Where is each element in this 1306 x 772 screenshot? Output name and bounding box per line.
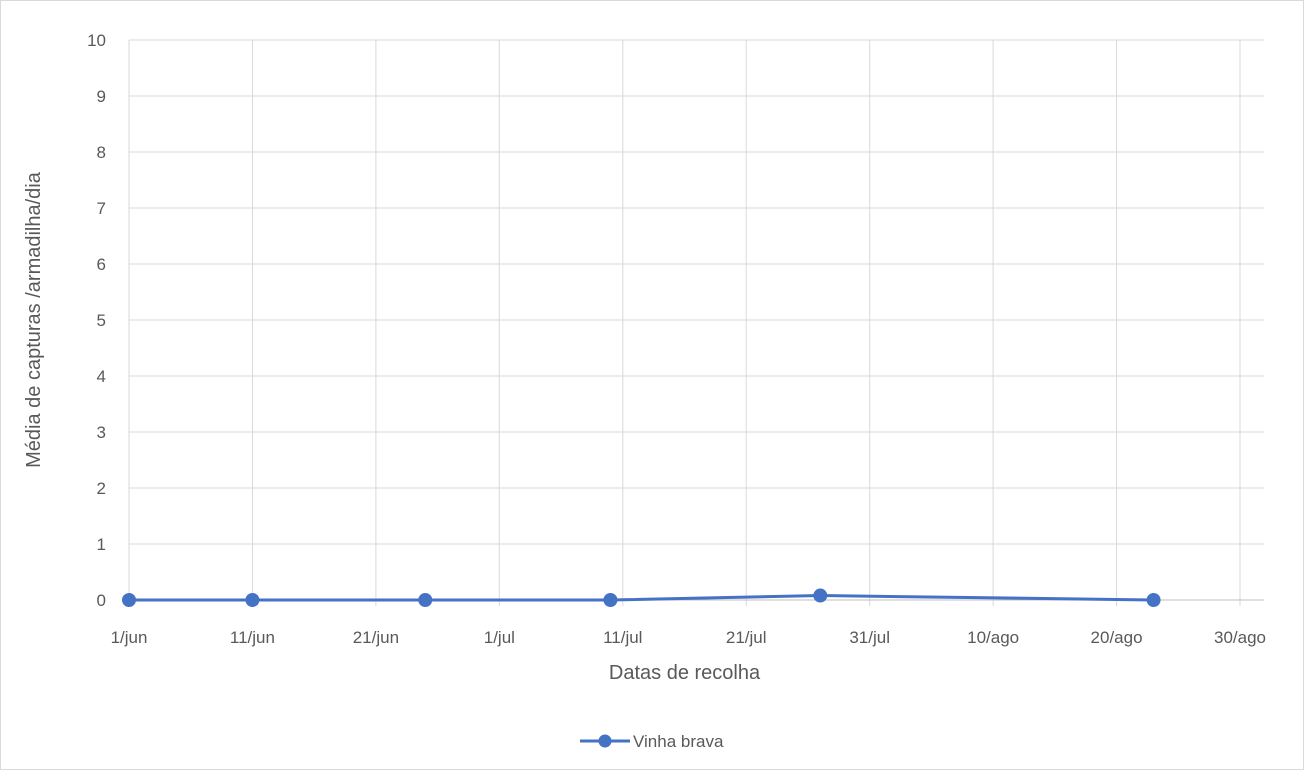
x-tick-label: 10/ago bbox=[967, 628, 1019, 647]
x-tick-label: 21/jun bbox=[353, 628, 399, 647]
y-tick-label: 5 bbox=[97, 311, 106, 330]
x-tick-label: 20/ago bbox=[1091, 628, 1143, 647]
y-tick-label: 9 bbox=[97, 87, 106, 106]
data-point bbox=[603, 593, 618, 607]
y-tick-label: 4 bbox=[97, 367, 106, 386]
x-tick-label: 1/jun bbox=[111, 628, 148, 647]
y-tick-label: 6 bbox=[97, 255, 106, 274]
legend-marker-swatch bbox=[598, 734, 612, 748]
x-tick-label: 21/jul bbox=[726, 628, 767, 647]
y-tick-label: 7 bbox=[97, 199, 106, 218]
y-tick-label: 2 bbox=[97, 479, 106, 498]
data-point bbox=[245, 593, 260, 607]
gridlines bbox=[128, 39, 1264, 606]
x-axis-ticks: 1/jun 11/jun 21/jun 1/jul 11/jul 21/jul 31/jul… bbox=[111, 628, 1266, 647]
y-axis-ticks: 0 1 2 3 4 5 6 7 8 9 10 bbox=[87, 31, 106, 610]
x-axis-title: Datas de recolha bbox=[609, 662, 761, 684]
legend-label: Vinha brava bbox=[633, 732, 724, 751]
series-line bbox=[129, 594, 1154, 602]
x-tick-label: 30/ago bbox=[1214, 628, 1266, 647]
y-tick-label: 1 bbox=[97, 535, 106, 554]
data-point bbox=[813, 588, 828, 603]
data-point bbox=[122, 593, 136, 607]
legend: Vinha brava bbox=[580, 732, 724, 751]
y-tick-label: 10 bbox=[87, 31, 106, 50]
y-tick-label: 8 bbox=[97, 143, 106, 162]
y-axis-title: Média de capturas /armadilha/dia bbox=[23, 171, 45, 468]
y-tick-label: 3 bbox=[97, 423, 106, 442]
y-tick-label: 0 bbox=[97, 591, 106, 610]
x-tick-label: 11/jun bbox=[230, 628, 275, 647]
x-tick-label: 11/jul bbox=[603, 628, 642, 647]
series-layer bbox=[122, 588, 1161, 607]
data-point bbox=[1146, 593, 1161, 607]
data-point bbox=[418, 593, 433, 607]
x-tick-label: 31/jul bbox=[849, 628, 890, 647]
x-tick-label: 1/jul bbox=[484, 628, 515, 647]
